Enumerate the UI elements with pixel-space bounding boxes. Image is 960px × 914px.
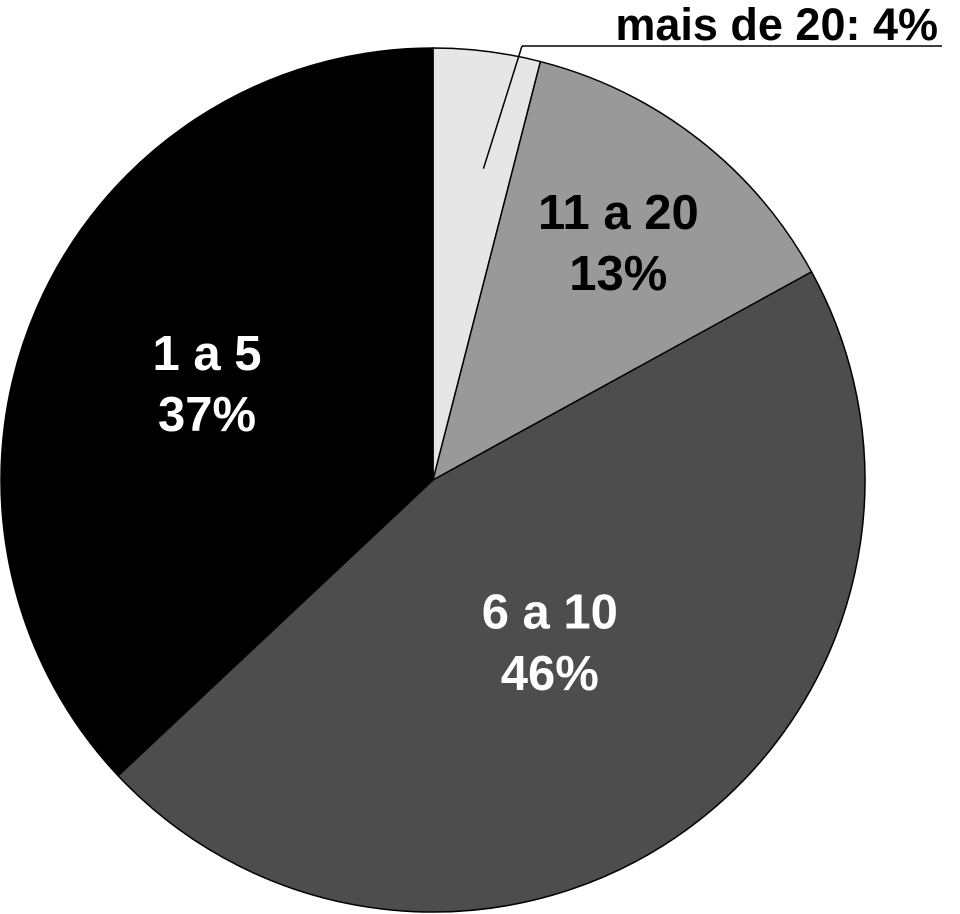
pie-slice-11-a-20 xyxy=(431,60,813,482)
callout-leader-line xyxy=(482,45,523,169)
slice-percent-1-a-5: 37% xyxy=(158,388,256,442)
slice-label-11-a-20: 11 a 20 13% xyxy=(538,186,699,301)
callout-label-mais-de-20: mais de 20: 4% xyxy=(615,0,938,50)
slice-category-11-a-20: 11 a 20 xyxy=(538,186,699,240)
pie-callout: mais de 20: 4% xyxy=(482,0,942,169)
slice-label-1-a-5: 1 a 5 37% xyxy=(153,327,262,442)
pie-slices xyxy=(0,47,866,913)
pie-labels: 11 a 20 13% 6 a 10 46% 1 a 5 37% xyxy=(153,186,699,701)
slice-percent-11-a-20: 13% xyxy=(569,247,667,301)
slice-category-6-a-10: 6 a 10 xyxy=(482,586,618,640)
slice-category-1-a-5: 1 a 5 xyxy=(153,327,262,381)
pie-slice-6-a-10 xyxy=(117,270,866,913)
slice-percent-6-a-10: 46% xyxy=(501,647,599,701)
pie-slice-1-a-5 xyxy=(0,47,434,777)
slice-label-6-a-10: 6 a 10 46% xyxy=(482,586,618,701)
